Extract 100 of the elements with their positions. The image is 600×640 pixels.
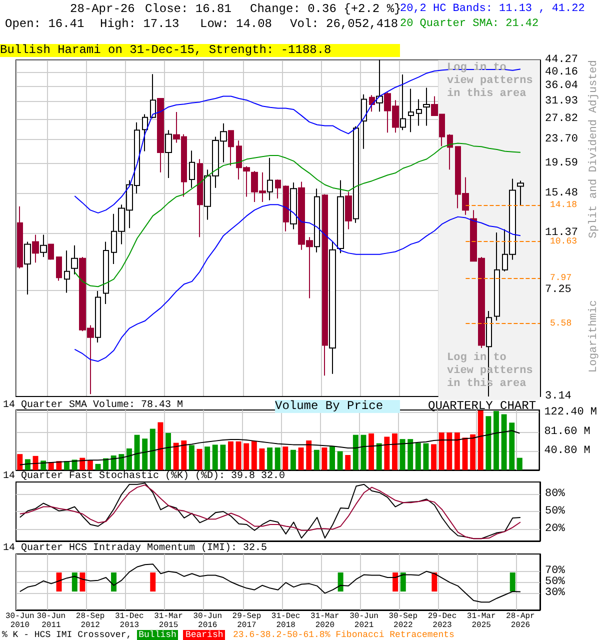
text: 28-Apr-26 [70,2,135,16]
y-tick-label: 44.27 [545,54,578,66]
candlestick [275,178,281,199]
text: Change: 0.36 {+2.2 %} [250,2,402,16]
bar [236,441,242,470]
bar [415,442,421,470]
candlestick [95,290,101,344]
candlestick [267,157,273,201]
bar [204,446,210,470]
candlestick [17,206,23,269]
y-tick-label: 40.80 M [544,444,590,457]
bar [251,440,257,470]
bar [282,446,288,470]
x-tick-label: 31-Mar 2015 [154,612,184,630]
x-tick-label: 30-Sep 2022 [388,612,418,630]
bar [173,442,179,470]
bar [188,445,194,470]
candlestick [48,244,54,260]
ref-line-label: 10.63 [550,236,578,246]
y-tick-label: 3.14 [545,390,572,402]
y-tick-label: 50% [545,576,566,588]
bar [181,440,187,470]
bar [431,444,437,470]
x-tick-label: 31-Mar 2025 [466,612,496,630]
bar [158,422,164,470]
y-tick-label: 23.70 [545,133,578,146]
y-tick-label: 19.59 [545,158,578,170]
bar [330,446,335,470]
text: Bullish Harami on 31-Dec-15, Strength: -1188.8 [0,43,400,57]
y-tick-label: 70% [545,564,566,577]
x-tick-label: 31-Dec 2013 [114,612,144,630]
bar [400,439,406,470]
text: Vol: 26,052,418 [290,17,398,31]
bar [446,432,452,470]
text: 23.6-38.2-50-61.8% Fibonacci Retracements [233,630,454,640]
candlestick [361,94,367,150]
candlestick [494,232,500,322]
candlestick [345,191,352,230]
text: Open: 16.41 [5,17,84,31]
y-tick-label: 30% [545,587,566,600]
bar [501,414,507,470]
bar [259,448,265,470]
line-series [19,564,521,603]
bar [470,434,476,470]
candlestick [71,244,78,275]
y-tick-label: 27.82 [545,113,578,126]
line-series [74,204,521,362]
bar [220,444,226,470]
y-tick-label: 36.04 [545,80,578,92]
x-tick-label: 30-Jun 2011 [36,612,66,630]
candlestick [337,180,344,254]
text: Bearish [183,630,226,640]
x-tick-label: 30-Jun 2010 [6,612,35,630]
candlestick [40,234,47,258]
bar [478,410,484,470]
candlestick [157,98,164,173]
text: 20 Quarter SMA: 21.42 [400,18,540,31]
bar [274,448,280,470]
bar [516,458,522,470]
candlestick [56,256,62,282]
text: 20,2 HC Bands: 11.13 , 41.22 [400,3,585,16]
bar [454,432,460,470]
bar [376,443,382,470]
text: Close: 16.81 [145,2,232,16]
bar [196,448,202,470]
candlestick [322,194,328,376]
x-tick-label: 28-Apr 2026 [506,612,536,630]
bar [87,460,93,470]
legend-title: % K - HCS IMI Crossover, [2,630,132,640]
annotation: QUARTERLY CHART [428,399,536,413]
bar [423,443,429,470]
y-tick-label: 80% [545,488,566,500]
candlestick [283,185,289,232]
candlestick [32,234,39,264]
candlestick [197,158,203,238]
candlestick [290,182,297,230]
bar [322,448,328,470]
bar [134,434,140,470]
candlestick [423,87,430,126]
bar [314,450,320,470]
ref-line-label: 7.97 [550,273,572,284]
bar [298,448,304,470]
bar [110,455,116,470]
y-tick-label: 81.60 M [544,426,590,438]
bar [166,432,172,470]
bar [509,422,515,470]
x-tick-label: 28-Sep 2012 [76,612,105,630]
candlestick [517,180,524,206]
y-tick-label: 15.48 [545,188,578,200]
bar [32,456,38,470]
bar [244,443,250,470]
bar [352,434,358,470]
bar [337,451,343,470]
ref-line-label: 5.58 [550,318,572,328]
x-tick-label: 31-Mar 2020 [310,612,340,630]
text: Low: 14.08 [200,17,272,31]
y-axis-title: Split and Dividend Adjusted [588,60,600,238]
bar [384,436,390,470]
candlestick [142,114,148,152]
bar [494,410,499,470]
